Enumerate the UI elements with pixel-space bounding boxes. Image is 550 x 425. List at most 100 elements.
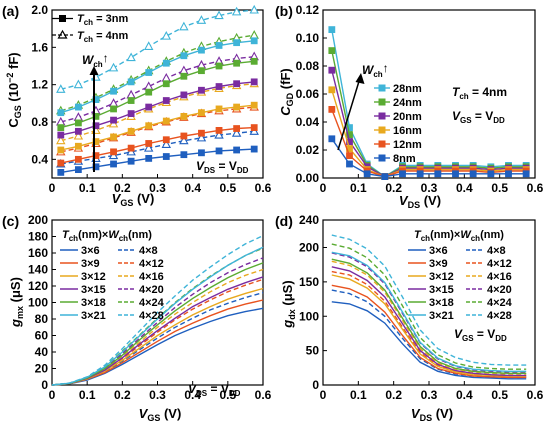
series-line-3×18 (331, 258, 527, 374)
y-tick-label: 240 (299, 213, 319, 227)
legend-label: 3×6 (429, 245, 448, 257)
data-point (162, 97, 170, 104)
legend-label: 3×21 (81, 310, 106, 322)
y-tick-label: 0.08 (296, 59, 320, 73)
data-point (145, 154, 153, 162)
data-point (215, 62, 223, 70)
legend-label: 4×20 (139, 284, 164, 296)
legend-label-3nm: Tch = 3nm (77, 13, 128, 27)
data-point (57, 124, 65, 131)
data-point (127, 144, 135, 152)
data-point (110, 133, 117, 141)
data-point (127, 97, 135, 104)
legend-marker (378, 98, 386, 106)
data-point (57, 146, 65, 154)
condition-d: VGS = VDD (454, 327, 507, 343)
data-point (110, 87, 117, 95)
data-point (231, 6, 242, 16)
data-point (180, 113, 188, 120)
data-point (346, 131, 353, 139)
x-tick-label: 0.3 (421, 388, 438, 402)
y-tick-label: 0.06 (296, 87, 320, 101)
data-point (162, 59, 170, 67)
data-point (346, 160, 353, 168)
y-tick-label: 1.2 (31, 78, 48, 92)
tch-label-b: Tch = 4nm (452, 85, 507, 101)
data-point (162, 80, 170, 88)
x-tick-label: 0.4 (184, 388, 201, 402)
data-point (249, 30, 259, 39)
y-tick-label: 0.00 (296, 171, 320, 185)
y-tick-label: 0.02 (296, 143, 320, 157)
panel-label-c: (c) (2, 213, 19, 229)
x-tick-label: 0 (320, 388, 327, 402)
legend-label: 3×18 (429, 297, 454, 309)
series-line-3×6 (331, 301, 527, 380)
legend-label: 3×15 (81, 284, 106, 296)
data-point (73, 79, 84, 89)
data-point (145, 69, 153, 76)
legend-label: 3×12 (429, 271, 454, 283)
data-point (162, 136, 170, 144)
data-point (74, 142, 82, 150)
data-point (145, 88, 153, 96)
x-tick-label: 0.3 (149, 388, 166, 402)
data-point (56, 84, 66, 93)
data-point (161, 30, 172, 40)
data-point (180, 52, 188, 60)
data-point (110, 105, 117, 113)
condition-a: VDS = VDD (196, 159, 249, 175)
series-line-4×24 (331, 243, 527, 370)
legend-label: 4×12 (487, 258, 512, 270)
y-axis-label-a: CGS (10−2 fF) (5, 52, 23, 127)
series-line-4×20 (331, 252, 527, 373)
chart-a: 0 0.1 0.2 0.3 0.4 0.5 0.6 0.4 0.8 1.2 1.6 2.0 (31, 3, 271, 195)
legend-label: 4×16 (139, 271, 164, 283)
data-point (145, 122, 153, 130)
data-point (198, 67, 205, 75)
x-tick-label: 0 (320, 181, 327, 195)
x-tick-label: 0.3 (149, 181, 166, 195)
data-point (249, 4, 259, 14)
legend-marker (378, 84, 386, 92)
y-tick-label: 150 (299, 275, 319, 289)
data-point (250, 37, 258, 45)
legend-label: 3×15 (429, 284, 454, 296)
data-point (162, 153, 170, 160)
data-point (363, 170, 371, 178)
data-point (110, 116, 117, 124)
data-point (180, 132, 188, 140)
legend-label: 3×12 (81, 271, 106, 283)
data-point (487, 170, 495, 178)
legend-marker (378, 140, 386, 148)
series-line-4×16 (60, 83, 255, 142)
x-tick-label: 0.1 (350, 181, 367, 195)
data-point (434, 170, 442, 178)
y-axis-label-b: CGD (fF) (278, 68, 295, 115)
x-axis-label-d: VDS (V) (411, 406, 453, 423)
y-tick-label: 120 (28, 279, 48, 293)
data-point (328, 106, 336, 113)
legend-label: 4×16 (487, 271, 512, 283)
x-tick-label: 0.1 (79, 181, 96, 195)
x-axis-label-c: VGS (V) (139, 406, 182, 423)
data-point (328, 26, 336, 34)
data-point (179, 21, 189, 31)
data-point (180, 72, 188, 80)
data-point (198, 46, 205, 54)
y-tick-label: 0.04 (296, 115, 320, 129)
data-point (250, 145, 258, 153)
legend-label: 8nm (393, 153, 416, 165)
x-tick-label: 0.5 (219, 388, 236, 402)
data-point (231, 128, 242, 137)
legend-label: 28nm (393, 83, 422, 95)
data-point (346, 138, 353, 146)
data-point (233, 39, 241, 47)
legend-label: 4×8 (139, 245, 158, 257)
y-tick-label: 140 (28, 263, 48, 277)
legend-label: 3×18 (81, 297, 106, 309)
data-point (92, 163, 100, 171)
data-point (74, 155, 82, 163)
x-tick-label: 0 (49, 388, 56, 402)
data-point (469, 170, 477, 178)
